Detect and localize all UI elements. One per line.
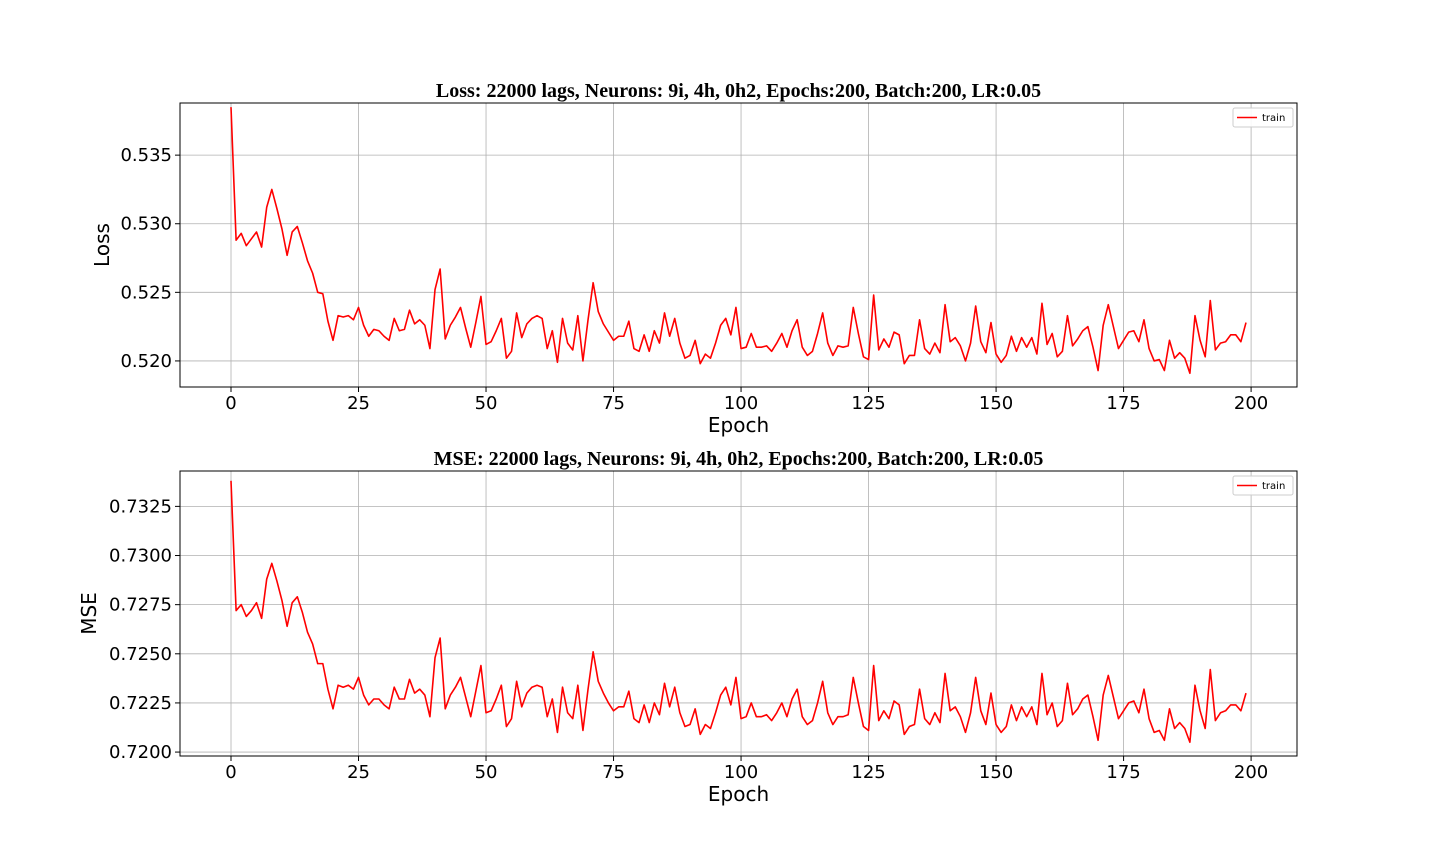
x-tick-label: 150 bbox=[979, 762, 1013, 783]
y-tick-label: 0.7325 bbox=[109, 496, 172, 517]
y-tick-label: 0.7225 bbox=[109, 693, 172, 714]
x-tick-label: 200 bbox=[1234, 393, 1268, 414]
legend-label: train bbox=[1262, 113, 1285, 124]
grid bbox=[180, 471, 1297, 756]
x-axis-label: Epoch bbox=[708, 413, 769, 437]
chart-title: Loss: 22000 lags, Neurons: 9i, 4h, 0h2, … bbox=[436, 80, 1041, 102]
y-tick-label: 0.7300 bbox=[109, 546, 172, 567]
x-tick-label: 0 bbox=[225, 762, 236, 783]
x-tick-label: 25 bbox=[347, 393, 370, 414]
x-tick-label: 50 bbox=[475, 393, 498, 414]
axes-frame bbox=[179, 470, 1298, 757]
series-line-train bbox=[230, 107, 1247, 375]
x-tick-label: 200 bbox=[1234, 762, 1268, 783]
x-tick-label: 0 bbox=[225, 393, 236, 414]
x-tick-label: 125 bbox=[851, 393, 885, 414]
x-tick-label: 75 bbox=[602, 393, 625, 414]
y-axis-label: MSE bbox=[77, 592, 101, 635]
x-tick-label: 75 bbox=[602, 762, 625, 783]
y-tick-label: 0.7200 bbox=[109, 742, 172, 763]
y-tick-label: 0.535 bbox=[120, 145, 172, 166]
y-tick-label: 0.520 bbox=[120, 351, 172, 372]
x-axis-label: Epoch bbox=[708, 782, 769, 806]
y-tick-label: 0.7250 bbox=[109, 644, 172, 665]
y-tick-label: 0.530 bbox=[120, 214, 172, 235]
legend: train bbox=[1232, 475, 1294, 496]
x-tick-label: 175 bbox=[1106, 762, 1140, 783]
x-tick-label: 150 bbox=[979, 393, 1013, 414]
x-tick-label: 100 bbox=[724, 762, 758, 783]
legend: train bbox=[1232, 107, 1294, 128]
series-line-train bbox=[230, 480, 1247, 744]
legend-box bbox=[1232, 107, 1294, 128]
legend-label: train bbox=[1262, 481, 1285, 492]
chart-title: MSE: 22000 lags, Neurons: 9i, 4h, 0h2, E… bbox=[434, 448, 1044, 470]
x-tick-label: 175 bbox=[1106, 393, 1140, 414]
y-tick-label: 0.7275 bbox=[109, 595, 172, 616]
mse-chart: 0 25 50 75 100 125 150 175 200 0.7200 0.7225 0.7250… bbox=[77, 448, 1298, 806]
x-tick-label: 25 bbox=[347, 762, 370, 783]
axes-frame bbox=[179, 102, 1298, 388]
loss-chart: 0 25 50 75 100 125 150 175 200 0.520 0.525 0.530 0.5… bbox=[90, 80, 1298, 437]
x-tick-label: 125 bbox=[851, 762, 885, 783]
y-tick-label: 0.525 bbox=[120, 282, 172, 303]
grid bbox=[180, 103, 1297, 387]
x-tick-label: 100 bbox=[724, 393, 758, 414]
legend-box bbox=[1232, 475, 1294, 496]
y-axis-label: Loss bbox=[90, 223, 114, 267]
x-tick-label: 50 bbox=[475, 762, 498, 783]
